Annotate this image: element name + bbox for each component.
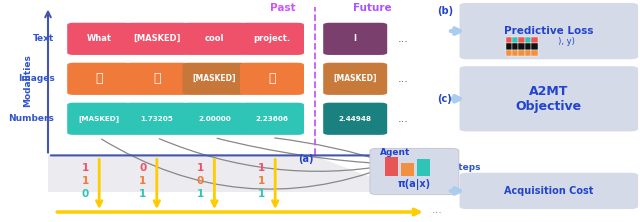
- Bar: [506, 50, 512, 56]
- FancyBboxPatch shape: [182, 63, 246, 95]
- Bar: [518, 43, 525, 50]
- Bar: [512, 50, 518, 56]
- FancyBboxPatch shape: [460, 66, 638, 131]
- Text: 1: 1: [257, 189, 265, 199]
- FancyBboxPatch shape: [323, 23, 387, 55]
- Bar: [531, 50, 538, 56]
- Text: ...: ...: [398, 74, 408, 84]
- Text: 0: 0: [196, 176, 204, 186]
- Bar: [525, 37, 531, 43]
- Text: Acquisition Cost: Acquisition Cost: [504, 186, 593, 196]
- Text: L(f(        ), y): L(f( ), y): [523, 37, 575, 46]
- Text: 2.00000: 2.00000: [198, 116, 231, 122]
- Text: 1: 1: [257, 163, 265, 173]
- FancyBboxPatch shape: [182, 23, 246, 55]
- FancyBboxPatch shape: [67, 23, 131, 55]
- FancyBboxPatch shape: [125, 23, 189, 55]
- Text: Images: Images: [18, 74, 54, 83]
- Text: A2MT
Objective: A2MT Objective: [516, 85, 582, 113]
- Text: 1: 1: [196, 189, 204, 199]
- Text: 1: 1: [81, 163, 89, 173]
- Bar: [506, 37, 512, 43]
- Text: Future: Future: [353, 3, 392, 13]
- FancyBboxPatch shape: [67, 63, 131, 95]
- FancyBboxPatch shape: [182, 103, 246, 135]
- Text: Modalities: Modalities: [23, 55, 32, 107]
- FancyBboxPatch shape: [67, 103, 131, 135]
- Text: What: What: [86, 34, 112, 43]
- Text: ...: ...: [398, 34, 408, 44]
- Text: Agent: Agent: [380, 148, 411, 157]
- Text: I: I: [354, 34, 356, 43]
- FancyBboxPatch shape: [240, 23, 304, 55]
- FancyBboxPatch shape: [460, 173, 638, 209]
- Text: [MASKED]: [MASKED]: [193, 74, 236, 83]
- Text: 0: 0: [81, 189, 89, 199]
- FancyBboxPatch shape: [323, 63, 387, 95]
- Text: Predictive Loss: Predictive Loss: [504, 26, 593, 36]
- Bar: [531, 37, 538, 43]
- Text: Past: Past: [270, 3, 296, 13]
- FancyBboxPatch shape: [370, 148, 459, 195]
- Text: (c): (c): [437, 94, 452, 104]
- Text: 0: 0: [139, 163, 147, 173]
- Text: ...: ...: [432, 205, 443, 215]
- Bar: [401, 163, 414, 176]
- Bar: [525, 50, 531, 56]
- FancyBboxPatch shape: [240, 63, 304, 95]
- FancyBboxPatch shape: [240, 103, 304, 135]
- Text: ...: ...: [398, 114, 408, 124]
- Text: 1: 1: [81, 176, 89, 186]
- Bar: [385, 157, 398, 176]
- Text: [MASKED]: [MASKED]: [333, 74, 377, 83]
- Text: π(a|x): π(a|x): [398, 179, 431, 190]
- Text: 2.44948: 2.44948: [339, 116, 372, 122]
- Text: project.: project.: [253, 34, 291, 43]
- Bar: [506, 43, 512, 50]
- Text: 2.23606: 2.23606: [255, 116, 289, 122]
- Text: Timesteps: Timesteps: [429, 163, 481, 172]
- Text: cool: cool: [205, 34, 224, 43]
- Bar: [518, 50, 525, 56]
- Text: (b): (b): [436, 6, 453, 16]
- Text: 1: 1: [196, 163, 204, 173]
- FancyBboxPatch shape: [323, 103, 387, 135]
- FancyBboxPatch shape: [125, 63, 189, 95]
- Text: [MASKED]: [MASKED]: [79, 115, 120, 122]
- Bar: [512, 43, 518, 50]
- Text: 1: 1: [139, 189, 147, 199]
- Text: 🏠: 🏠: [95, 72, 103, 85]
- Text: 1.73205: 1.73205: [140, 116, 173, 122]
- FancyBboxPatch shape: [125, 103, 189, 135]
- Polygon shape: [48, 155, 410, 192]
- Text: (a): (a): [298, 154, 314, 164]
- Bar: [512, 37, 518, 43]
- Text: Text: Text: [33, 34, 54, 43]
- Bar: [518, 37, 525, 43]
- Bar: [417, 159, 430, 176]
- Text: 🌞: 🌞: [153, 72, 161, 85]
- Text: Numbers: Numbers: [8, 114, 54, 123]
- Text: [MASKED]: [MASKED]: [133, 34, 180, 43]
- FancyBboxPatch shape: [460, 3, 638, 59]
- Text: 🌳: 🌳: [268, 72, 276, 85]
- Text: 1: 1: [257, 176, 265, 186]
- Bar: [531, 43, 538, 50]
- Text: 1: 1: [139, 176, 147, 186]
- Bar: [525, 43, 531, 50]
